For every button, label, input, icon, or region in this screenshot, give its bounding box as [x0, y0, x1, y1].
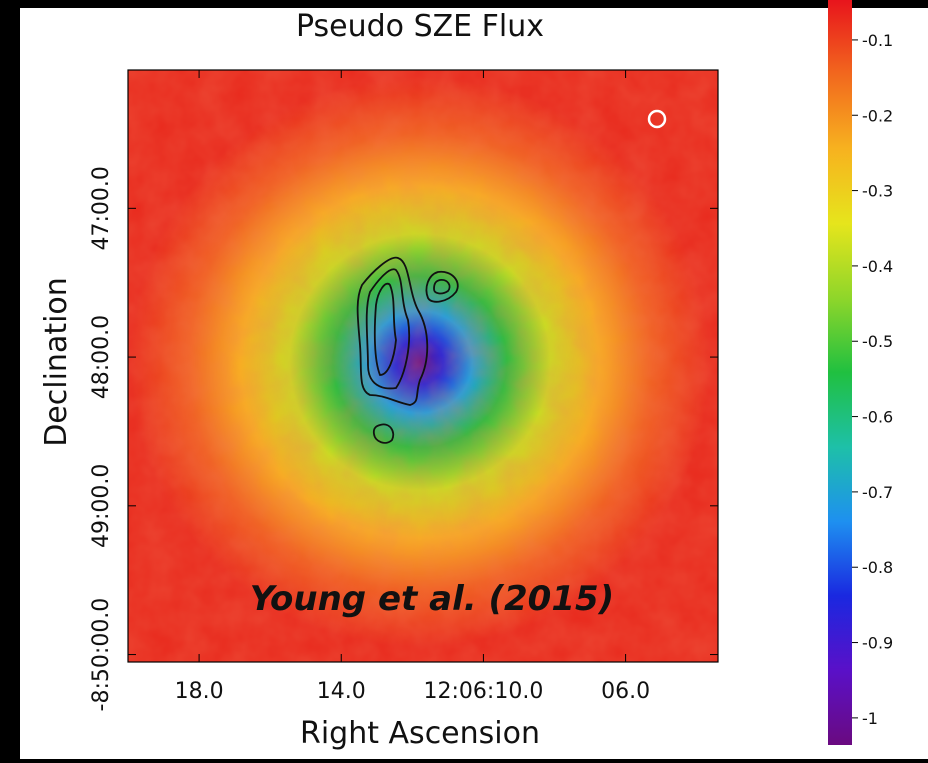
colorbar [828, 0, 852, 745]
x-axis-label: Right Ascension [300, 716, 540, 751]
contours [356, 256, 459, 444]
x-tick-label: 14.0 [317, 679, 366, 704]
x-tick-label: 06.0 [601, 679, 650, 704]
x-tick-label: 18.0 [175, 679, 224, 704]
colorbar-tick-label: -0.2 [862, 106, 893, 125]
colorbar-tick-label: -0.4 [862, 257, 893, 276]
colorbar-tick-label: -0.3 [862, 182, 893, 201]
annotation: Young et al. (2015) [250, 579, 614, 619]
plot-frame [127, 69, 719, 663]
colorbar-tick-label: -0.5 [862, 332, 893, 351]
beam-marker [647, 109, 667, 129]
colorbar-tick-label: -0.6 [862, 408, 893, 427]
colorbar-tick-label: -0.1 [862, 31, 893, 50]
y-axis-label: Declination [39, 277, 74, 447]
y-tick-label: 48:00.0 [89, 315, 114, 399]
y-tick-label: 47:00.0 [89, 166, 114, 250]
chart-title: Pseudo SZE Flux [296, 9, 544, 44]
y-tick-label: 49:00.0 [89, 464, 114, 548]
x-tick-label: 12:06:10.0 [424, 679, 544, 704]
y-tick-label: -8:50:00.0 [89, 598, 114, 712]
colorbar-tick-label: -0.7 [862, 483, 893, 502]
colorbar-tick-label: -0.8 [862, 558, 893, 577]
colorbar-tick-label: -0.9 [862, 634, 893, 653]
colorbar-tick-label: -1 [862, 709, 878, 728]
map-image [128, 70, 718, 662]
